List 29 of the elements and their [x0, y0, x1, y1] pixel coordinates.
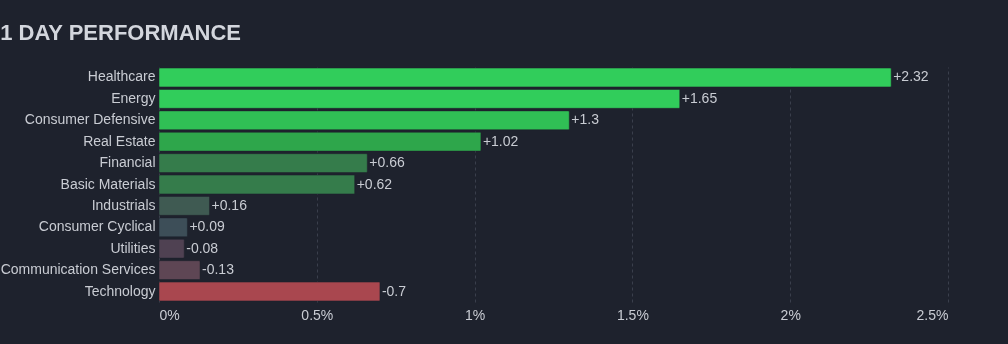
data-label: -0.13	[202, 261, 235, 278]
x-tick-label: 2.5%	[916, 306, 949, 323]
x-tick-label: 1%	[464, 306, 486, 323]
data-label: +0.16	[211, 196, 248, 213]
data-label: -0.7	[381, 282, 407, 299]
x-tick-label: 0.5%	[301, 306, 334, 323]
data-label: +0.09	[189, 218, 226, 235]
y-tick-label: Consumer Cyclical	[38, 218, 156, 235]
data-label: +1.02	[482, 132, 519, 149]
data-label: +1.65	[681, 89, 718, 106]
y-tick-label: Consumer Defensive	[24, 111, 156, 128]
y-tick-label: Basic Materials	[60, 175, 156, 192]
x-tick-label: 2%	[780, 306, 801, 323]
data-label: +0.66	[369, 154, 405, 171]
data-label: +2.32	[893, 68, 929, 85]
chart-title: 1 DAY PERFORMANCE	[0, 20, 242, 45]
y-tick-label: Real Estate	[83, 132, 156, 149]
y-tick-label: Healthcare	[87, 68, 156, 85]
y-tick-label: Communication Services	[0, 261, 156, 278]
y-tick-label: Energy	[111, 89, 156, 106]
y-tick-label: Financial	[99, 154, 156, 171]
data-label: +1.3	[571, 111, 600, 128]
y-tick-label: Utilities	[110, 239, 156, 256]
data-label: +0.62	[356, 175, 393, 192]
y-tick-label: Industrials	[91, 196, 156, 213]
data-label: -0.08	[186, 239, 219, 256]
x-tick-label: 1.5%	[616, 306, 649, 323]
y-tick-label: Technology	[84, 282, 156, 299]
x-tick-label: 0%	[159, 306, 180, 323]
